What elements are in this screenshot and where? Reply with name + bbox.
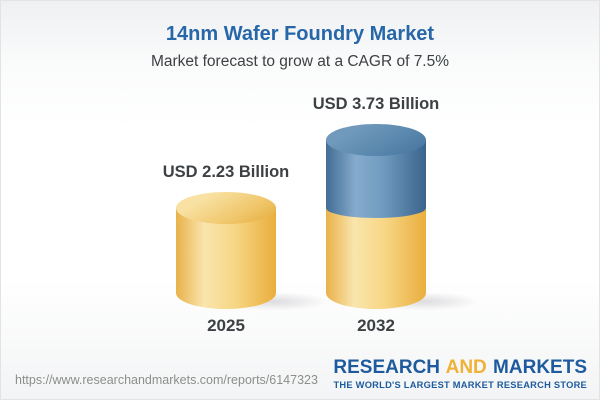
- cylinder-2025: [176, 1, 276, 399]
- cylinder-2032: [326, 1, 426, 399]
- logo-wordmark: RESEARCH AND MARKETS: [333, 358, 587, 378]
- logo-tagline: THE WORLD'S LARGEST MARKET RESEARCH STOR…: [333, 380, 587, 390]
- report-url: https://www.researchandmarkets.com/repor…: [15, 373, 318, 387]
- cylinder-top-blue: [326, 124, 426, 157]
- category-label-2032: 2032: [357, 316, 395, 335]
- bar-2025: USD 2.23 Billion 2025: [163, 1, 330, 399]
- cylinder-segment-yellow: [326, 207, 426, 309]
- value-label-2032: USD 3.73 Billion: [312, 95, 440, 114]
- value-label-2025: USD 2.23 Billion: [162, 162, 290, 181]
- logo-word-research: RESEARCH: [333, 357, 441, 378]
- bar-2032: USD 3.73 Billion 2032: [313, 1, 480, 399]
- cylinder-top-yellow: [176, 191, 276, 224]
- logo-word-markets: MARKETS: [493, 357, 587, 378]
- chart-title: 14nm Wafer Foundry Market: [165, 23, 435, 45]
- category-label-2025: 2025: [207, 316, 245, 335]
- cylinder-segment-yellow: [176, 207, 276, 309]
- researchandmarkets-logo: RESEARCH AND MARKETS THE WORLD'S LARGEST…: [333, 358, 587, 391]
- chart-subtitle: Market forecast to grow at a CAGR of 7.5…: [150, 53, 450, 70]
- logo-word-and: AND: [445, 357, 487, 378]
